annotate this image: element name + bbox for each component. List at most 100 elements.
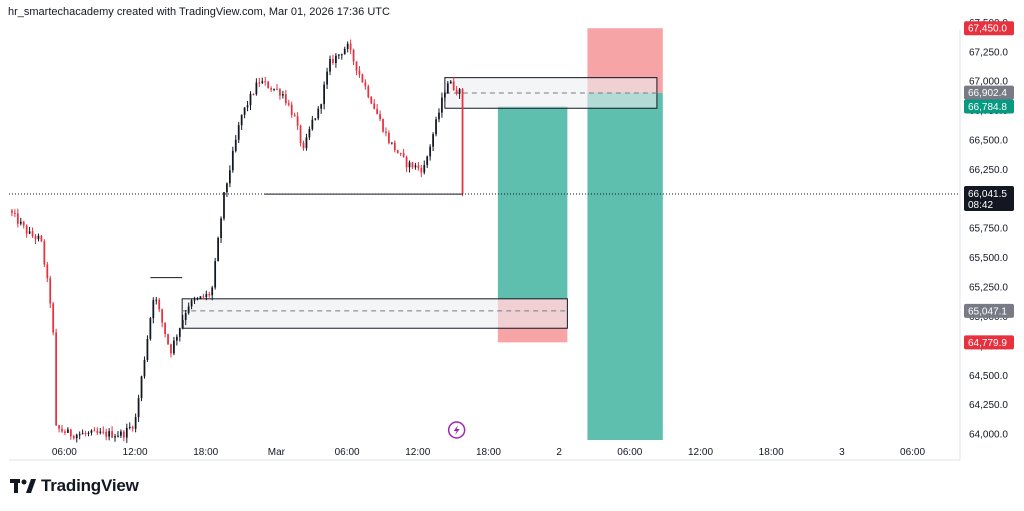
candle-body bbox=[349, 43, 352, 50]
candle-body bbox=[287, 103, 290, 105]
candle-body bbox=[270, 88, 272, 90]
price-tick-label: 64,000.0 bbox=[969, 430, 1008, 441]
candle-body bbox=[452, 81, 455, 91]
candle-body bbox=[346, 43, 349, 50]
position-short-target-zone bbox=[587, 92, 663, 441]
candle-body bbox=[305, 137, 308, 149]
candle-body bbox=[22, 221, 25, 226]
candle-body bbox=[96, 430, 99, 433]
candle-body bbox=[187, 306, 190, 314]
price-tag-label: 66,902.4 bbox=[968, 88, 1007, 99]
countdown-label: 08:42 bbox=[968, 200, 993, 211]
price-tick-label: 64,250.0 bbox=[969, 400, 1008, 411]
candle-body bbox=[120, 431, 122, 436]
candle-body bbox=[34, 236, 37, 240]
candle-body bbox=[461, 89, 464, 194]
candle-body bbox=[93, 430, 96, 432]
candle-body bbox=[226, 183, 228, 193]
candle-body bbox=[190, 300, 193, 307]
candle-body bbox=[308, 129, 311, 138]
price-tick-label: 65,250.0 bbox=[969, 283, 1008, 294]
tradingview-logo-icon bbox=[10, 479, 36, 493]
candle-body bbox=[75, 434, 78, 439]
candle-body bbox=[299, 125, 302, 143]
price-tick-label: 65,750.0 bbox=[969, 224, 1008, 235]
candle-body bbox=[16, 213, 19, 224]
candle-body bbox=[137, 398, 140, 418]
candle-body bbox=[361, 74, 364, 83]
candle-body bbox=[231, 150, 234, 171]
time-tick-label: 18:00 bbox=[193, 447, 218, 458]
candle-body bbox=[14, 212, 16, 214]
candle-body bbox=[426, 156, 429, 166]
candle-body bbox=[423, 165, 426, 173]
candle-body bbox=[385, 131, 387, 133]
candle-body bbox=[217, 238, 219, 262]
candle-body bbox=[411, 162, 414, 168]
candle-body bbox=[211, 287, 214, 296]
candle-body bbox=[393, 142, 396, 151]
candle-body bbox=[122, 431, 125, 438]
candle-body bbox=[373, 103, 376, 109]
candle-body bbox=[276, 88, 278, 90]
candle-body bbox=[37, 235, 40, 240]
candle-body bbox=[441, 97, 443, 113]
price-tag-label: 64,779.9 bbox=[968, 338, 1007, 349]
time-tick-label: 06:00 bbox=[52, 447, 77, 458]
price-tag bbox=[964, 85, 1014, 100]
candle-body bbox=[223, 192, 225, 219]
lightning-bolt bbox=[453, 425, 460, 435]
candle-body bbox=[146, 338, 149, 361]
candle-body bbox=[435, 119, 437, 135]
candle-body bbox=[358, 70, 361, 75]
candle-body bbox=[40, 235, 43, 242]
candle-body bbox=[429, 146, 432, 157]
candle-body bbox=[408, 162, 411, 168]
tradingview-logo[interactable]: TradingView bbox=[10, 476, 139, 496]
candle-body bbox=[149, 318, 152, 339]
candle-body bbox=[246, 105, 249, 108]
time-tick-label: Mar bbox=[268, 447, 286, 458]
candle-body bbox=[193, 299, 196, 301]
time-tick-label: 12:00 bbox=[688, 447, 713, 458]
brand-name: TradingView bbox=[41, 476, 139, 495]
candle-body bbox=[58, 425, 60, 429]
candle-body bbox=[343, 49, 346, 55]
candle-body bbox=[67, 429, 69, 433]
candle-body bbox=[199, 296, 202, 299]
time-tick-label: 12:00 bbox=[405, 447, 430, 458]
candle-body bbox=[134, 417, 137, 429]
candle-body bbox=[205, 293, 208, 298]
candle-body bbox=[311, 119, 314, 130]
candle-body bbox=[102, 431, 105, 433]
candle-body bbox=[455, 90, 458, 94]
candle-body bbox=[438, 112, 440, 120]
candle-body bbox=[335, 55, 337, 64]
candle-body bbox=[370, 96, 373, 104]
candle-body bbox=[84, 433, 87, 435]
candle-body bbox=[420, 167, 423, 173]
candle-body bbox=[293, 114, 296, 117]
candle-body bbox=[87, 432, 90, 434]
candle-body bbox=[214, 261, 217, 288]
price-tag bbox=[964, 335, 1014, 350]
candle-body bbox=[99, 431, 102, 433]
candle-body bbox=[388, 132, 390, 144]
candle-body bbox=[267, 81, 270, 89]
candle-body bbox=[449, 81, 452, 84]
candle-body bbox=[255, 82, 258, 95]
time-tick-label: 3 bbox=[839, 447, 845, 458]
price-tag-label: 65,047.1 bbox=[968, 306, 1007, 317]
candle-body bbox=[243, 107, 246, 115]
candle-body bbox=[78, 434, 81, 436]
candle-body bbox=[228, 170, 231, 184]
candle-body bbox=[181, 320, 184, 329]
candle-body bbox=[72, 436, 75, 439]
candle-body bbox=[28, 231, 31, 234]
current-price-tag bbox=[964, 185, 1014, 211]
candle-body bbox=[329, 58, 331, 72]
candle-body bbox=[52, 303, 55, 333]
candle-body bbox=[323, 84, 326, 105]
price-chart[interactable]: 64,000.064,250.064,500.064,750.065,000.0… bbox=[0, 0, 1024, 470]
candle-body bbox=[399, 153, 402, 155]
